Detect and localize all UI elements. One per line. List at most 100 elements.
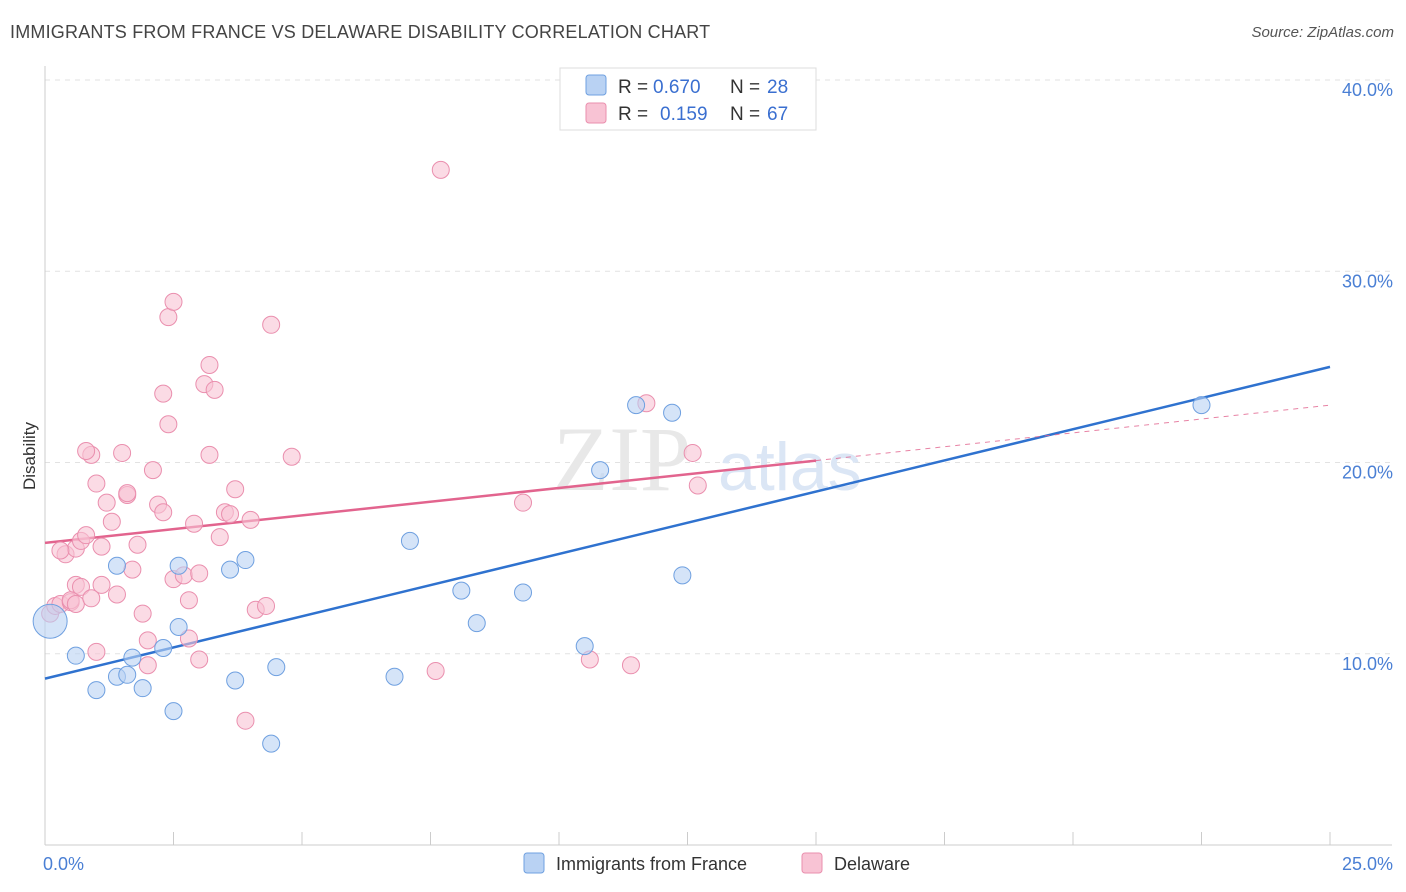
x-tick-label-0: 0.0% [43, 854, 84, 874]
point-s1-18 [118, 484, 137, 503]
point-s1-60 [514, 493, 533, 512]
trend-line-1 [44, 459, 817, 545]
point-s1-64 [683, 443, 702, 462]
point-s0-7 [164, 702, 183, 721]
point-s1-23 [138, 656, 157, 675]
point-s1-65 [688, 476, 707, 495]
stats-r-label-delaware: R = [618, 104, 648, 125]
trend-line-0 [44, 365, 1331, 680]
point-s1-49 [257, 596, 276, 615]
point-s1-14 [102, 512, 121, 531]
point-s1-28 [159, 415, 178, 434]
point-s1-44 [226, 480, 245, 499]
point-s1-41 [205, 380, 224, 399]
point-s1-55 [87, 642, 106, 661]
point-s0-27 [1192, 396, 1211, 415]
trend-line-dashed-1 [815, 404, 1331, 462]
point-s1-20 [128, 535, 147, 554]
point-s0-21 [514, 583, 533, 602]
x-tick-label-1: 25.0% [1342, 854, 1393, 874]
point-s0-22 [575, 637, 594, 656]
point-s1-21 [133, 604, 152, 623]
point-s0-17 [385, 667, 404, 686]
point-s1-63 [621, 656, 640, 675]
point-s1-30 [159, 308, 178, 327]
point-s1-39 [200, 355, 219, 374]
point-s1-11 [87, 474, 106, 493]
point-s0-16 [236, 551, 255, 570]
point-s0-10 [154, 639, 173, 658]
point-s1-33 [179, 591, 198, 610]
y-tick-label-1: 20.0% [1342, 463, 1393, 483]
point-s1-36 [190, 564, 209, 583]
point-s1-58 [426, 661, 445, 680]
point-s1-31 [164, 292, 183, 311]
point-s0-23 [591, 461, 610, 480]
stats-n-value-delaware: 67 [767, 104, 788, 125]
point-s0-9 [226, 671, 245, 690]
stats-swatch-france [585, 74, 607, 96]
point-s1-66 [51, 541, 70, 560]
stats-n-label-france: N = [730, 77, 760, 98]
point-s0-20 [467, 614, 486, 633]
point-s1-47 [241, 510, 260, 529]
point-s1-10 [77, 442, 96, 461]
watermark: ZIP atlas [553, 408, 862, 510]
source-label: Source: ZipAtlas.com [1251, 24, 1394, 41]
point-s1-35 [185, 514, 204, 533]
legend-swatch-delaware [801, 852, 823, 874]
stats-legend: R = 0.670 N = 28 R = 0.159 N = 67 [559, 67, 817, 131]
point-s0-6 [118, 665, 137, 684]
watermark-atlas: atlas [718, 429, 862, 505]
point-s1-13 [97, 493, 116, 512]
point-s1-57 [82, 589, 101, 608]
point-s0-2 [66, 646, 85, 665]
chart-title: IMMIGRANTS FROM FRANCE VS DELAWARE DISAB… [10, 22, 711, 42]
point-s1-34 [179, 629, 198, 648]
legend-label-france: Immigrants from France [556, 854, 747, 874]
point-s1-45 [221, 505, 240, 524]
point-s0-25 [663, 403, 682, 422]
point-s0-4 [123, 648, 142, 667]
trend-lines [44, 365, 1331, 680]
point-s0-8 [169, 617, 188, 636]
bottom-legend: Immigrants from France Delaware [523, 852, 910, 874]
point-s1-26 [154, 503, 173, 522]
point-s0-11 [169, 556, 188, 575]
y-tick-label-3: 40.0% [1342, 80, 1393, 100]
y-tick-label-0: 10.0% [1342, 654, 1393, 674]
point-s1-50 [262, 315, 281, 334]
data-points [32, 160, 1211, 753]
point-s1-15 [107, 585, 126, 604]
point-s1-54 [66, 595, 85, 614]
y-axis-label: Disability [20, 421, 39, 490]
point-s1-56 [92, 575, 111, 594]
point-s0-24 [627, 396, 646, 415]
stats-swatch-delaware [585, 102, 607, 124]
stats-r-value-france: 0.670 [653, 77, 701, 98]
point-s1-37 [190, 650, 209, 669]
point-s0-13 [267, 658, 286, 677]
point-s1-8 [77, 526, 96, 545]
point-s0-18 [400, 531, 419, 550]
y-tick-label-2: 30.0% [1342, 271, 1393, 291]
point-s1-53 [71, 577, 90, 596]
legend-swatch-france [523, 852, 545, 874]
point-s1-16 [113, 443, 132, 462]
point-s0-26 [673, 566, 692, 585]
legend-label-delaware: Delaware [834, 854, 910, 874]
point-s0-19 [452, 581, 471, 600]
point-s1-24 [143, 461, 162, 480]
point-s1-42 [210, 528, 229, 547]
point-s1-40 [200, 445, 219, 464]
point-s1-22 [138, 631, 157, 650]
point-s1-12 [92, 537, 111, 556]
axes [44, 66, 1392, 846]
point-s0-1 [87, 681, 106, 700]
point-s0-0 [32, 603, 68, 639]
point-s0-15 [221, 560, 240, 579]
tick-labels: 10.0% 20.0% 30.0% 40.0% 0.0% 25.0% [43, 80, 1393, 874]
point-s1-46 [236, 711, 255, 730]
point-s1-19 [123, 560, 142, 579]
